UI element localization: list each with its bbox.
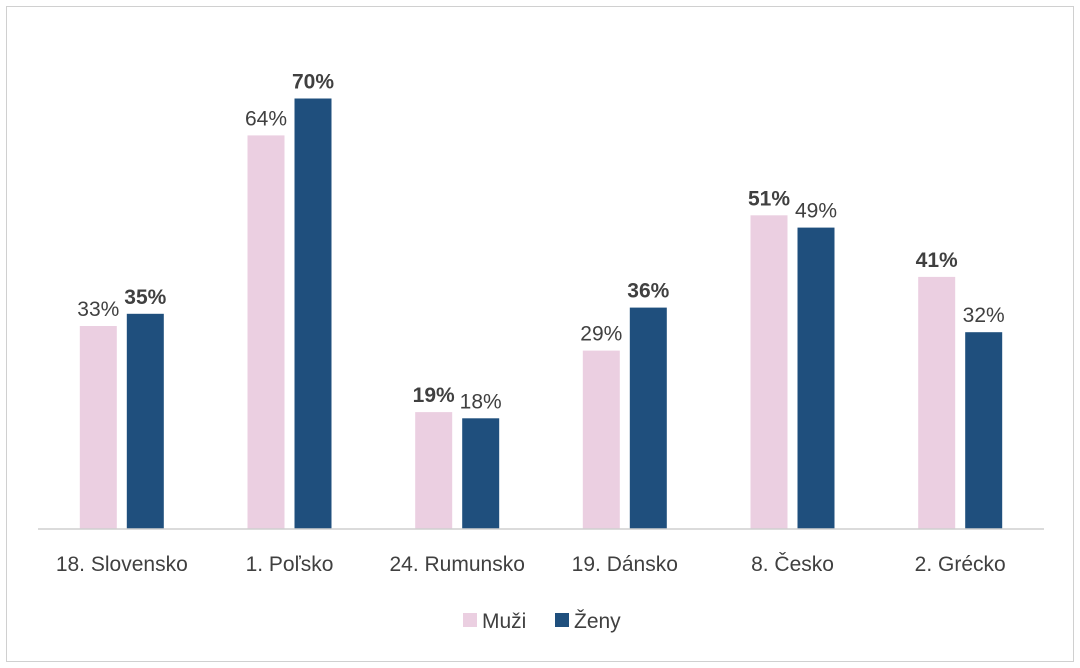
legend-label-zeny: Ženy	[574, 610, 621, 633]
data-label-muzi-3: 29%	[580, 323, 622, 346]
data-label-zeny-5: 32%	[963, 304, 1005, 327]
data-label-muzi-2: 19%	[413, 384, 455, 407]
legend-swatch-zeny	[555, 613, 569, 627]
bar-muzi-4	[750, 215, 788, 530]
data-label-muzi-1: 64%	[245, 107, 287, 130]
bar-muzi-2	[415, 412, 453, 529]
data-label-muzi-5: 41%	[916, 249, 958, 272]
x-tick-label-3: 19. Dánsko	[572, 553, 678, 576]
bar-zeny-4	[797, 227, 835, 529]
x-tick-label-2: 24. Rumunsko	[389, 553, 524, 576]
chart-frame	[6, 6, 1074, 662]
bar-zeny-0	[126, 313, 164, 530]
data-label-zeny-3: 36%	[627, 280, 669, 303]
data-label-zeny-2: 18%	[460, 390, 502, 413]
x-tick-label-4: 8. Česko	[751, 553, 834, 576]
x-tick-label-5: 2. Grécko	[915, 553, 1006, 576]
bar-muzi-0	[79, 326, 117, 529]
bar-zeny-1	[294, 98, 332, 529]
x-tick-label-1: 1. Poľsko	[246, 553, 334, 576]
bar-zeny-5	[965, 332, 1003, 529]
data-label-muzi-0: 33%	[77, 298, 119, 321]
data-label-zeny-0: 35%	[124, 286, 166, 309]
data-label-zeny-1: 70%	[292, 71, 334, 94]
legend-label-muzi: Muži	[482, 610, 526, 633]
bar-muzi-1	[247, 135, 285, 529]
bar-zeny-2	[462, 418, 500, 529]
bar-muzi-3	[582, 350, 620, 529]
bar-zeny-3	[629, 307, 667, 529]
x-tick-label-0: 18. Slovensko	[56, 553, 188, 576]
data-label-muzi-4: 51%	[748, 187, 790, 210]
bar-muzi-5	[918, 276, 956, 530]
legend-swatch-muzi	[463, 613, 477, 627]
data-label-zeny-4: 49%	[795, 200, 837, 223]
